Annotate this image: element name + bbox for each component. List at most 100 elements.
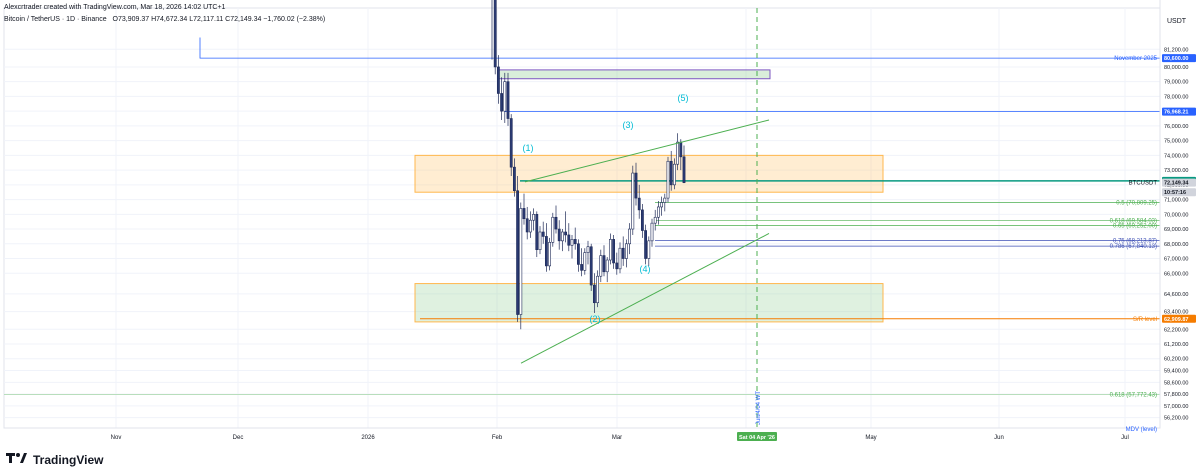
bottom-right-label: MDV (level) [1126,427,1157,433]
price-badge-caption: November 2025 [1114,56,1157,62]
candle-body [634,172,638,199]
vertical-marker-label: Jun/4/04 WT [756,391,762,425]
price-badge [1162,314,1196,323]
time-tick-label: May [865,435,876,441]
chart-creator-caption: Alexcrtrader created with TradingView.co… [4,4,226,11]
fib-level-label: 0.786 (67,840.13) [1110,244,1157,250]
candle-body [516,190,520,315]
candle-body [522,208,526,220]
candle-body [656,206,660,218]
price-tick-label: 67,000.00 [1164,257,1188,263]
tradingview-brand[interactable]: TradingView [6,452,103,467]
price-tick-label: 60,200.00 [1164,357,1188,363]
price-badge [1162,178,1196,187]
candle-body [596,275,600,304]
candle-body [554,216,558,230]
candle-body [544,236,548,267]
candle-body [567,234,571,246]
supply-box [497,69,771,80]
candle-body [548,242,552,267]
fib-level-label: 0.5 (70,809.25) [1116,200,1157,206]
fib-level-label: 0.75 (68,213.87) [1113,239,1157,245]
candle-body [672,163,676,186]
candle-body [637,197,641,211]
candle-body [663,197,667,203]
candle-body [541,231,545,237]
candle-body [660,202,664,208]
price-tick-label: 57,800.00 [1164,392,1188,398]
candle-body [496,66,500,94]
price-tick-label: 76,000.00 [1164,124,1188,130]
footer-bar [0,447,1200,473]
candle-body [560,231,564,242]
price-badge-label: 76,968.21 [1164,110,1188,116]
price-tick-label: 66,000.00 [1164,271,1188,277]
fib-level-label: 0.65 (69,252.00) [1113,223,1157,229]
candle-body [528,219,532,233]
wave-label: (3) [623,120,634,130]
candle-body [669,160,673,186]
candle-body [512,166,516,192]
resistance-zone [414,154,884,193]
price-badge-label: 62,909.87 [1164,317,1188,323]
candle-body [557,228,561,242]
candle-body [624,243,628,259]
candle-body [621,247,625,259]
price-tick-label: 63,400.00 [1164,310,1188,316]
time-tick-label: Mar [612,435,622,441]
candle-body [589,246,593,286]
candle-body [538,231,542,250]
candle-body [682,156,686,183]
candle-body [573,239,577,245]
time-tick-label: Jul [1121,435,1129,441]
symbol-info: Bitcoin / TetherUS · 1D · Binance O73,90… [4,16,325,23]
price-tick-label: 68,000.00 [1164,242,1188,248]
price-tick-label: 56,200.00 [1164,416,1188,422]
price-tick-label: 75,000.00 [1164,139,1188,145]
price-tick-label: 57,000.00 [1164,404,1188,410]
candle-body [503,81,507,112]
wave-label: (5) [678,93,689,103]
candle-body [631,172,635,230]
candle-body [564,231,568,236]
plot-frame [3,7,1161,429]
price-tick-label: 79,000.00 [1164,80,1188,86]
triangle-lower-line [520,233,770,364]
candle-body [570,239,574,246]
ohlc-readout: O73,909.37 H74,672.34 L72,117.11 C72,149… [112,16,326,23]
candle-body [519,208,523,315]
candle-body [586,246,590,253]
candle-body [628,228,632,245]
candle-body [525,218,529,233]
candle-body [679,141,683,158]
candle-body [506,81,510,119]
candle-body [576,243,580,265]
price-tick-label: 70,000.00 [1164,212,1188,218]
candle-body [644,230,648,259]
price-tick-label: 69,000.00 [1164,227,1188,233]
wave-label: (2) [590,314,601,324]
candle-body [592,284,596,304]
price-tick-label: 62,200.00 [1164,327,1188,333]
support-zone [414,283,884,323]
price-tick-label: 73,000.00 [1164,168,1188,174]
time-highlight-label: Sat 04 Apr '26 [739,435,775,441]
time-tick-label: 2026 [361,435,375,441]
price-tick-label: 61,200.00 [1164,342,1188,348]
candle-body [612,239,616,264]
fib-level-label: 0.618 (57,772.43) [1110,393,1157,399]
price-chart[interactable]: Jun/4/04 WT (1) (2) (3) (4) (5) 0.5 (70,809.25… [0,0,1200,447]
price-badge [1162,188,1196,197]
price-tick-label: 64,600.00 [1164,292,1188,298]
currency-label: USDT [1167,18,1187,25]
candle-body [676,141,680,165]
candle-body [509,118,513,168]
november-2025-level [199,37,1160,59]
price-tick-label: 58,600.00 [1164,380,1188,386]
price-tick-label: 74,000.00 [1164,153,1188,159]
candle-body [666,160,670,199]
wave-label: (4) [640,264,651,274]
price-badge [1162,54,1196,63]
fib-level-label: 0.618 (69,584.03) [1110,218,1157,224]
